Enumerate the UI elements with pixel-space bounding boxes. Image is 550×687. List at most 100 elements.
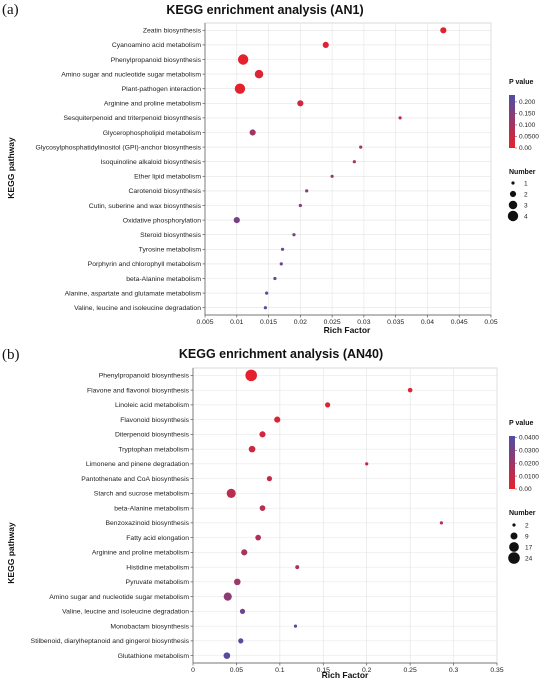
y-tick-label: Amino sugar and nucleotide sugar metabol… [49, 594, 189, 601]
y-tick-label: Pantothenate and CoA biosynthesis [81, 476, 189, 483]
x-tick-label: 0.05 [484, 319, 497, 326]
data-point [297, 100, 304, 107]
color-legend-title: P value [509, 420, 533, 427]
y-tick-label: Ether lipid metabolism [134, 174, 201, 181]
y-tick-label: Sesquiterpenoid and triterpenoid biosynt… [63, 115, 201, 122]
x-tick-label: 0 [191, 667, 195, 674]
data-point [234, 83, 246, 94]
data-point [249, 129, 256, 136]
data-point [233, 217, 240, 224]
data-point [359, 145, 363, 149]
color-legend-label: 0.0300 [519, 447, 539, 454]
size-legend-label: 2 [525, 522, 529, 529]
size-legend-label: 1 [524, 180, 528, 187]
size-legend-label: 2 [524, 191, 528, 198]
y-tick-label: Glycerophospholipid metabolism [103, 130, 202, 137]
color-legend-label: 0.0500 [519, 134, 539, 141]
x-tick-label: 0.035 [387, 319, 404, 326]
x-tick-label: 0.1 [275, 667, 285, 674]
data-point [263, 306, 267, 310]
color-legend-label: 0.0100 [519, 473, 539, 480]
data-point [223, 592, 232, 601]
data-point [365, 462, 369, 466]
y-tick-label: Glycosylphosphatidylinositol (GPI)-ancho… [36, 144, 202, 151]
panel-a: (a) KEGG enrichment analysis (AN1) 0.005 0.… [2, 2, 539, 335]
panel-label: (a) [2, 2, 19, 18]
data-point [241, 549, 248, 556]
y-tick-label: Histidine metabolism [126, 564, 189, 571]
x-axis-label: Rich Factor [322, 670, 369, 680]
data-point [245, 369, 257, 382]
color-legend-bar [509, 95, 515, 148]
y-tick-label: Starch and sucrose metabolism [94, 491, 190, 498]
y-tick-label: Flavonoid biosynthesis [120, 417, 189, 424]
y-tick-label: Diterpenoid biosynthesis [115, 432, 190, 439]
size-legend-dot [512, 523, 516, 527]
data-point [322, 41, 329, 48]
y-tick-label: Valine, leucine and isoleucine degradati… [62, 609, 189, 616]
y-tick-label: Tryptophan metabolism [118, 446, 189, 453]
size-legend-dot [509, 542, 519, 552]
x-tick-label: 0.02 [294, 319, 307, 326]
color-legend-bar [509, 436, 515, 489]
chart-title: KEGG enrichment analysis (AN1) [166, 3, 363, 17]
size-legend-title: Number [509, 169, 536, 176]
color-legend-label: 0.0200 [519, 460, 539, 467]
size-legend-label: 4 [524, 213, 528, 220]
y-tick-label: Zeatin biosynthesis [143, 28, 202, 35]
y-tick-label: Isoquinoline alkaloid biosynthesis [100, 159, 201, 166]
color-legend-title: P value [509, 79, 533, 86]
x-tick-label: 0.15 [317, 667, 330, 674]
y-tick-label: Oxidative phosphorylation [123, 217, 201, 224]
x-tick-label: 0.025 [324, 319, 341, 326]
x-tick-label: 0.005 [196, 319, 213, 326]
data-point [259, 505, 266, 511]
x-tick-label: 0.25 [404, 667, 417, 674]
data-point [274, 416, 281, 423]
y-tick-label: Valine, leucine and isoleucine degradati… [74, 305, 201, 312]
y-tick-label: Phenylpropanoid biosynthesis [99, 373, 190, 380]
y-tick-label: Limonene and pinene degradation [86, 461, 189, 468]
y-tick-label: Porphyrin and chlorophyll metabolism [88, 261, 202, 268]
y-axis-label: KEGG pathway [6, 137, 16, 199]
y-tick-label: Flavone and flavonol biosynthesis [87, 387, 190, 394]
x-tick-label: 0.2 [362, 667, 372, 674]
y-tick-label: Plant-pathogen interaction [122, 86, 202, 93]
y-tick-label: Monobactam biosynthesis [110, 623, 189, 630]
y-tick-label: Arginine and proline metabolism [104, 101, 201, 108]
data-point [439, 521, 444, 525]
x-tick-label: 0.05 [230, 667, 243, 674]
data-point [223, 652, 231, 659]
data-point [352, 160, 356, 164]
x-tick-label: 0.03 [357, 319, 370, 326]
chart-title: KEGG enrichment analysis (AN40) [179, 347, 383, 361]
data-point [255, 534, 261, 541]
size-legend-label: 3 [524, 202, 528, 209]
y-tick-label: Stilbenoid, diarylheptanoid and gingerol… [31, 638, 190, 645]
x-axis-label: Rich Factor [324, 325, 371, 335]
data-point [293, 624, 298, 628]
data-point [248, 445, 256, 453]
data-point [239, 608, 246, 614]
data-point [298, 203, 302, 208]
y-tick-label: Linoleic acid metabolism [115, 402, 189, 409]
data-point [407, 387, 413, 393]
data-point [238, 638, 244, 644]
x-tick-label: 0.01 [230, 319, 243, 326]
size-legend-dot [510, 532, 518, 540]
color-legend-label: 0.00 [519, 145, 532, 152]
data-point [330, 174, 334, 178]
data-point [295, 565, 300, 570]
size-legend-dot [511, 181, 515, 185]
y-tick-label: beta-Alanine metabolism [114, 505, 189, 512]
y-tick-label: Fatty acid elongation [126, 535, 189, 542]
panel-b: (b) KEGG enrichment analysis (AN40) 0 0.05 0… [2, 347, 539, 680]
y-tick-label: Arginine and proline metabolism [92, 550, 189, 557]
size-legend-label: 17 [525, 544, 533, 551]
y-tick-label: Cutin, suberine and wax biosynthesis [89, 203, 202, 210]
color-legend-label: 0.100 [519, 122, 536, 129]
data-point [254, 69, 264, 79]
y-axis-label: KEGG pathway [6, 522, 16, 584]
